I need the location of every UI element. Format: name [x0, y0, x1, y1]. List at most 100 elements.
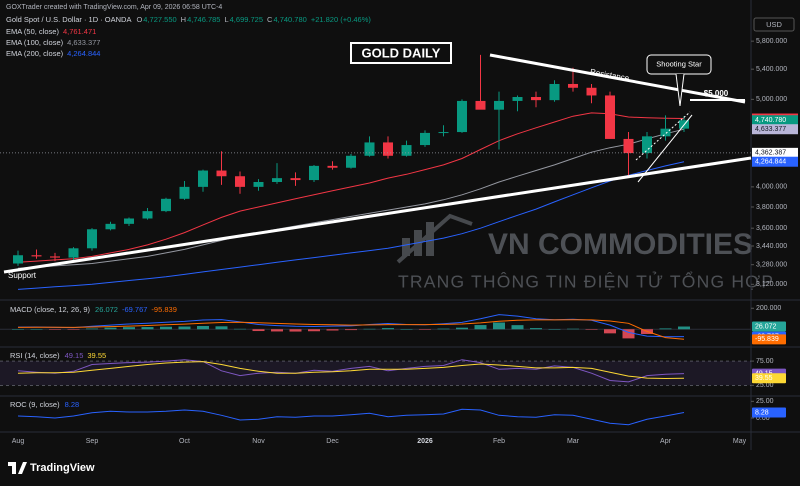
candle-body: [216, 170, 227, 177]
legend-value: 39.55: [87, 351, 106, 360]
candle-body: [605, 95, 615, 139]
resistance-line: [489, 53, 746, 104]
series-line: [17, 408, 685, 426]
candle-body: [346, 155, 356, 168]
histogram-bar: [215, 326, 228, 330]
annotation-title: GOLD DAILY: [362, 45, 441, 60]
crosshair-box: [752, 147, 798, 158]
legend-value: 8.28: [65, 400, 80, 409]
candle-body: [642, 136, 652, 154]
candle-body: [253, 181, 264, 187]
price-label-box: [752, 124, 798, 135]
y-tick-label: 5,800.000: [756, 38, 787, 45]
annotation-shooting-star: Shooting Star: [656, 59, 702, 68]
y-tick-label: 75.00: [756, 358, 774, 365]
legend-name: EMA (100, close): [6, 38, 64, 47]
histogram-bar: [400, 329, 413, 330]
histogram-bar: [160, 326, 172, 330]
histogram-bar: [271, 329, 283, 332]
y-tick-label: 25.00: [756, 382, 774, 389]
series-line: [17, 319, 685, 340]
y-tick-label: 4,000.000: [756, 184, 787, 191]
logo-bar: [426, 222, 434, 256]
histogram-bar: [511, 325, 524, 330]
y-tick-label: 0.00: [756, 415, 770, 422]
ohlc-value: 4,740.780: [273, 15, 306, 24]
histogram-bar: [345, 329, 357, 331]
ohlc-value: 4,746.785: [187, 15, 220, 24]
histogram-bar: [197, 325, 209, 330]
y-tick-label: 3,600.000: [756, 225, 787, 232]
candle-body: [420, 132, 430, 146]
candle-body: [383, 142, 393, 156]
legend-name: EMA (200, close): [6, 49, 64, 58]
histogram-bar: [659, 328, 672, 330]
y-tick-label: 200.000: [756, 305, 781, 312]
x-tick-label: Oct: [179, 438, 190, 445]
last-value-box: [752, 334, 786, 345]
plot-layer: [0, 54, 751, 426]
price-label-box: [752, 156, 798, 167]
histogram-bar: [678, 326, 690, 330]
histogram-bar: [123, 327, 135, 330]
last-value-box: [752, 373, 786, 384]
histogram-bar: [289, 329, 302, 332]
legend-value: 4,264.844: [67, 49, 100, 58]
candle-body: [512, 97, 523, 101]
histogram-bar: [456, 327, 468, 330]
last-value-box: [752, 321, 786, 332]
currency: USD: [766, 20, 782, 29]
crosshair-label: 4,362.387: [755, 150, 786, 157]
candle-body: [457, 100, 467, 133]
candle-body: [161, 198, 171, 212]
histogram-bar: [604, 329, 616, 334]
title-box-inner: [352, 44, 450, 62]
annotation-support: Support: [8, 271, 37, 280]
candle-body: [586, 87, 597, 96]
candle-body: [549, 83, 560, 101]
last-value-label: 39.55: [755, 375, 773, 382]
legend-value: -95.839: [151, 305, 176, 314]
candle-body: [660, 128, 671, 137]
brand: TradingView: [30, 462, 95, 474]
legend-value: 49.15: [65, 351, 84, 360]
histogram-bar: [493, 322, 505, 330]
histogram-bar: [234, 328, 246, 330]
candle-body: [68, 248, 79, 258]
ohlc-key: H: [181, 15, 186, 24]
series-line: [17, 112, 685, 263]
candle-body: [475, 100, 486, 110]
pane-title: RSI (14, close): [10, 351, 60, 360]
annotation-level: $5,000: [704, 89, 729, 98]
pane-title: ROC (9, close): [10, 400, 60, 409]
legend-name: EMA (50, close): [6, 27, 59, 36]
candle-body: [124, 218, 134, 224]
histogram-bar: [12, 329, 24, 330]
watermark-title: VN COMMODITIES: [488, 228, 753, 261]
ohlc-key: C: [267, 15, 273, 24]
histogram-bar: [548, 329, 561, 330]
candle-body: [31, 255, 42, 257]
histogram-bar: [252, 329, 265, 332]
annotation-pointer: [675, 73, 685, 107]
pane-title: MACD (close, 12, 26, 9): [10, 305, 91, 314]
x-tick-label: Apr: [660, 438, 672, 445]
y-tick-label: 3,800.000: [756, 204, 787, 211]
candle-body: [235, 176, 245, 187]
histogram-bar: [474, 325, 487, 330]
last-value-box: [752, 407, 786, 418]
series-line: [17, 161, 685, 290]
histogram-bar: [30, 329, 43, 330]
series-line: [17, 361, 685, 380]
candle-body: [179, 186, 190, 199]
candle-body: [327, 165, 338, 168]
chart-title: Gold Spot / U.S. Dollar · 1D · OANDA: [6, 15, 131, 24]
histogram-bar: [104, 327, 117, 330]
x-tick-label: Aug: [12, 438, 25, 445]
y-tick-label: 5,000.000: [756, 96, 787, 103]
price-label: 4,633.377: [755, 126, 786, 133]
histogram-bar: [86, 328, 98, 330]
candle-body: [142, 211, 153, 219]
watermark: VN COMMODITIES TRANG THÔNG TIN ĐIỆN TỬ T…: [396, 213, 773, 292]
